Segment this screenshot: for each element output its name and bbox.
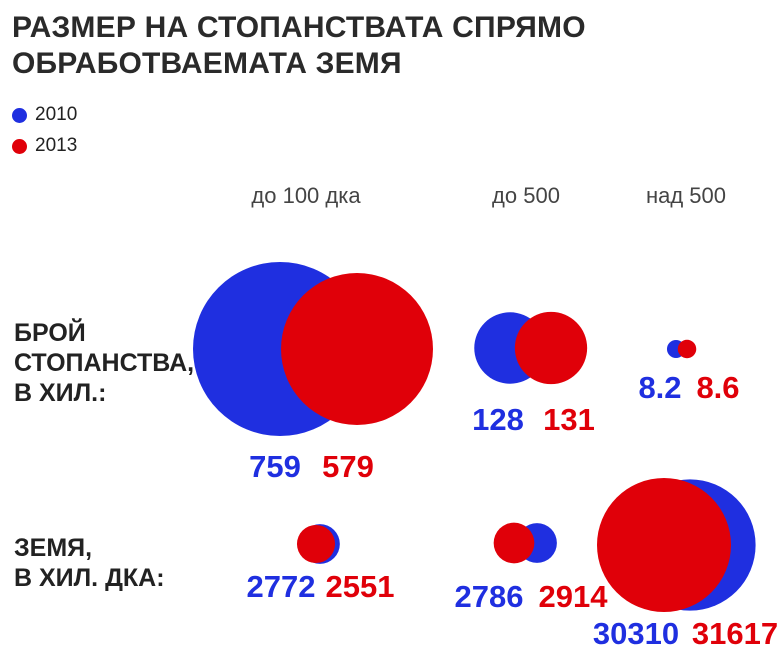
row-label-farms: БРОЙ СТОПАНСТВА, В ХИЛ.:	[14, 318, 194, 408]
value-label-land-under-100-2013: 2551	[326, 569, 395, 604]
row-label-farms-line-3: В ХИЛ.:	[14, 379, 107, 407]
value-label-land-over-500-2010: 30310	[593, 616, 679, 651]
value-label-farms-under-100-2013: 579	[322, 449, 374, 484]
legend-label-2013: 2013	[35, 135, 78, 156]
value-label-farms-under-500-2013: 131	[543, 402, 595, 437]
value-label-farms-over-500-2013: 8.6	[696, 370, 739, 405]
value-label-farms-under-100-2010: 759	[249, 449, 301, 484]
row-label-farms-line-1: БРОЙ	[14, 319, 86, 347]
value-label-farms-over-500-2010: 8.2	[638, 370, 681, 405]
bubble-land-under-100-2013	[296, 524, 336, 564]
chart-title-line-1: РАЗМЕР НА СТОПАНСТВАТА СПРЯМО	[12, 11, 586, 44]
legend-dot-2010	[12, 107, 27, 123]
value-label-land-over-500-2013: 31617	[692, 616, 778, 651]
row-label-land-line-1: ЗЕМЯ,	[14, 534, 93, 562]
row-label-farms-line-2: СТОПАНСТВА,	[14, 349, 195, 377]
row-label-land: ЗЕМЯ, В ХИЛ. ДКА:	[14, 533, 165, 593]
bubble-land-over-500-2013	[597, 478, 731, 612]
chart-title: РАЗМЕР НА СТОПАНСТВАТА СПРЯМО ОБРАБОТВАЕ…	[12, 10, 632, 82]
legend-dot-2013	[12, 138, 27, 154]
value-label-land-under-500-2010: 2786	[455, 579, 524, 614]
value-label-land-under-500-2013: 2914	[539, 579, 609, 614]
legend-label-2010: 2010	[35, 104, 78, 125]
legend-item-2013: 2013	[12, 135, 77, 157]
bubble-farms-over-500-2013	[677, 339, 697, 359]
bubble-farms-under-100-2013	[281, 273, 433, 425]
legend-item-2010: 2010	[12, 104, 77, 126]
column-label-under-500: до 500	[492, 183, 560, 208]
value-label-farms-under-500-2010: 128	[472, 402, 524, 437]
value-label-land-under-100-2010: 2772	[247, 569, 316, 604]
row-label-land-line-2: В ХИЛ. ДКА:	[14, 564, 165, 592]
chart-title-line-2: ОБРАБОТВАЕМАТА ЗЕМЯ	[12, 47, 402, 80]
bubble-land-under-500-2013	[493, 522, 535, 564]
column-label-over-500: над 500	[645, 183, 727, 208]
bubble-farms-under-500-2013	[514, 311, 588, 385]
column-label-under-100: до 100 дка	[251, 183, 361, 208]
